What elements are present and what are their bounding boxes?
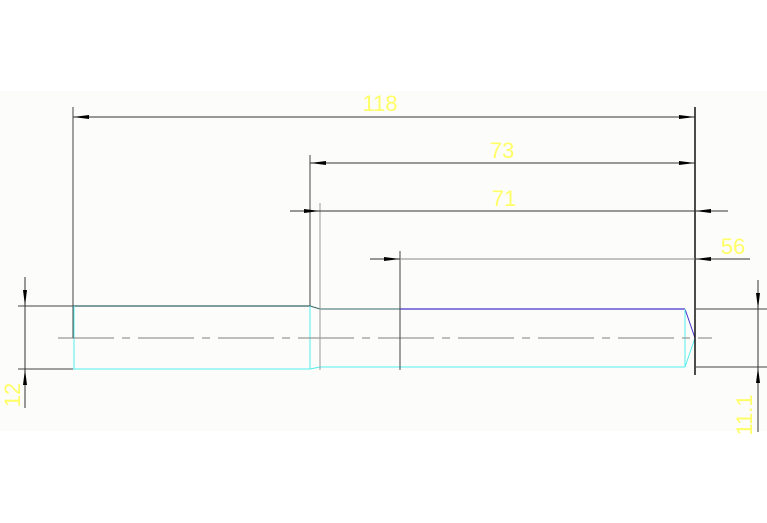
dim-text-71: 71	[492, 186, 516, 211]
dim-text-56: 56	[721, 234, 745, 259]
dim-text-12: 12	[0, 383, 25, 407]
dim-text-73: 73	[490, 138, 514, 163]
dim-text-11-1: 11.1	[732, 394, 757, 435]
extension-lines	[18, 107, 767, 375]
drawing-canvas	[0, 91, 767, 431]
dim-text-118: 118	[362, 91, 397, 116]
